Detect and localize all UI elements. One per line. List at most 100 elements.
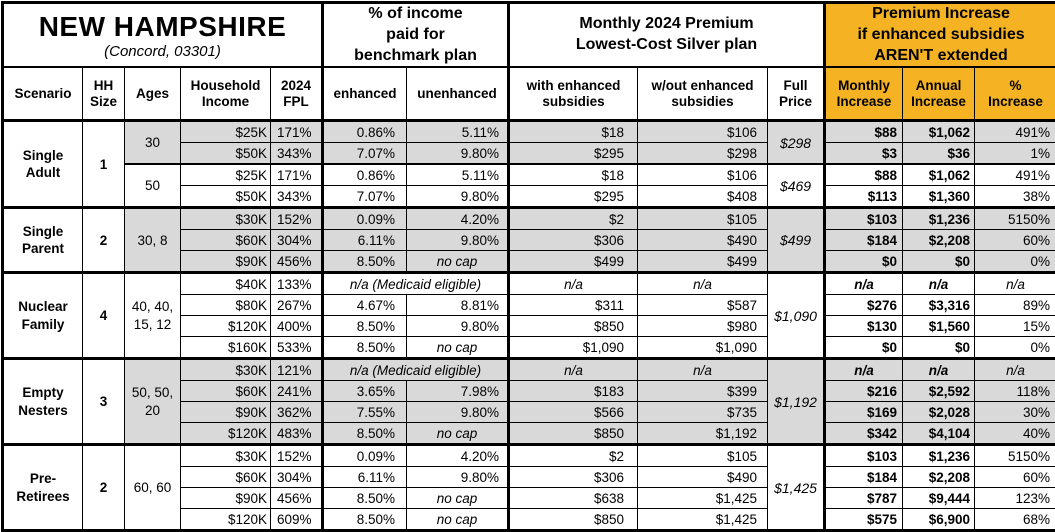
with-subsidies-cell: $311 — [507, 294, 639, 317]
medicaid-note-cell: n/a (Medicaid eligible) — [320, 271, 510, 296]
section-header-increase: Premium Increase if enhanced subsidies A… — [823, 2, 1055, 69]
pct-increase-cell: 40% — [974, 422, 1055, 446]
unenhanced-pct-cell: 9.80% — [405, 229, 510, 252]
wout-subsidies-cell: n/a — [637, 357, 769, 382]
wout-subsidies-cell: $1,192 — [637, 422, 769, 446]
with-subsidies-cell: $18 — [507, 163, 639, 187]
full-price-cell: $469 — [767, 163, 826, 209]
col-header-monthly-increase: Monthly Increase — [823, 66, 904, 123]
with-subsidies-cell: $850 — [507, 508, 639, 532]
wout-subsidies-cell: $587 — [637, 294, 769, 317]
income-cell: $60K — [180, 229, 271, 252]
monthly-increase-cell: $787 — [823, 487, 904, 510]
with-subsidies-cell: $18 — [507, 119, 639, 144]
unenhanced-pct-cell: no cap — [405, 250, 510, 274]
with-subsidies-cell: $850 — [507, 315, 639, 338]
annual-increase-cell: $1,236 — [902, 443, 976, 468]
annual-increase-cell: $1,236 — [902, 206, 976, 231]
unenhanced-pct-cell: 8.81% — [405, 294, 510, 317]
pct-increase-cell: 5150% — [974, 443, 1055, 468]
with-subsidies-cell: $638 — [507, 487, 639, 510]
income-cell: $120K — [180, 508, 271, 532]
col-header-with-subsidies: with enhanced subsidies — [507, 66, 639, 123]
annual-increase-cell: $9,444 — [902, 487, 976, 510]
pct-increase-cell: 491% — [974, 119, 1055, 144]
wout-subsidies-cell: $399 — [637, 380, 769, 403]
with-subsidies-cell: $2 — [507, 206, 639, 231]
fpl-cell: 343% — [270, 142, 323, 165]
enhanced-pct-cell: 7.55% — [321, 401, 407, 424]
enhanced-pct-cell: 7.07% — [321, 185, 407, 209]
wout-subsidies-cell: $1,425 — [637, 487, 769, 510]
income-cell: $60K — [180, 466, 271, 489]
monthly-increase-cell: $113 — [823, 185, 904, 209]
wout-subsidies-cell: $490 — [637, 229, 769, 252]
unenhanced-pct-cell: 9.80% — [405, 466, 510, 489]
wout-subsidies-cell: $106 — [637, 119, 769, 144]
col-header-household-income: Household Income — [180, 66, 271, 123]
hh-size-cell: 2 — [82, 206, 125, 274]
scenario-cell: Single Parent — [2, 206, 83, 274]
monthly-increase-cell: $130 — [823, 315, 904, 338]
annual-increase-cell: $0 — [902, 336, 976, 360]
annual-increase-cell: $4,104 — [902, 422, 976, 446]
pct-increase-cell: 5150% — [974, 206, 1055, 231]
fpl-cell: 171% — [270, 119, 323, 144]
wout-subsidies-cell: $980 — [637, 315, 769, 338]
col-header-unenhanced: unenhanced — [405, 66, 510, 123]
monthly-increase-cell: $88 — [823, 119, 904, 144]
monthly-increase-cell: $88 — [823, 163, 904, 187]
ages-cell: 50, 50, 20 — [124, 357, 181, 446]
col-header-pct-increase: % Increase — [974, 66, 1055, 123]
monthly-increase-cell: $169 — [823, 401, 904, 424]
with-subsidies-cell: $2 — [507, 443, 639, 468]
pct-increase-cell: 0% — [974, 336, 1055, 360]
hh-size-cell: 1 — [82, 119, 125, 209]
wout-subsidies-cell: $1,425 — [637, 508, 769, 532]
with-subsidies-cell: $295 — [507, 142, 639, 165]
annual-increase-cell: $2,028 — [902, 401, 976, 424]
hh-size-cell: 3 — [82, 357, 125, 446]
table-title-block: NEW HAMPSHIRE (Concord, 03301) — [2, 2, 323, 69]
enhanced-pct-cell: 6.11% — [321, 466, 407, 489]
pct-increase-cell: 38% — [974, 185, 1055, 209]
pct-increase-cell: 0% — [974, 250, 1055, 274]
medicaid-note-cell: n/a (Medicaid eligible) — [320, 357, 510, 382]
scenario-cell: Empty Nesters — [2, 357, 83, 446]
enhanced-pct-cell: 8.50% — [321, 250, 407, 274]
pct-increase-cell: 1% — [974, 142, 1055, 165]
fpl-cell: 400% — [270, 315, 323, 338]
pct-increase-cell: 123% — [974, 487, 1055, 510]
enhanced-pct-cell: 0.86% — [321, 163, 407, 187]
unenhanced-pct-cell: no cap — [405, 487, 510, 510]
section-header-income-pct: % of income paid for benchmark plan — [320, 2, 510, 69]
fpl-cell: 533% — [270, 336, 323, 360]
col-header-hh-size: HH Size — [82, 66, 125, 123]
city-subtitle: (Concord, 03301) — [104, 42, 221, 60]
with-subsidies-cell: $1,090 — [507, 336, 639, 360]
annual-increase-cell: $1,062 — [902, 163, 976, 187]
pct-increase-cell: 118% — [974, 380, 1055, 403]
pct-increase-cell: 89% — [974, 294, 1055, 317]
pct-increase-cell: 60% — [974, 466, 1055, 489]
pct-increase-cell: 491% — [974, 163, 1055, 187]
monthly-increase-cell: $103 — [823, 443, 904, 468]
fpl-cell: 304% — [270, 466, 323, 489]
with-subsidies-cell: $566 — [507, 401, 639, 424]
enhanced-pct-cell: 8.50% — [321, 487, 407, 510]
enhanced-pct-cell: 8.50% — [321, 336, 407, 360]
unenhanced-pct-cell: 5.11% — [405, 163, 510, 187]
fpl-cell: 456% — [270, 250, 323, 274]
pct-increase-cell: 60% — [974, 229, 1055, 252]
unenhanced-pct-cell: 4.20% — [405, 206, 510, 231]
full-price-cell: $1,425 — [767, 443, 826, 532]
fpl-cell: 121% — [270, 357, 323, 382]
enhanced-pct-cell: 0.09% — [321, 206, 407, 231]
income-cell: $25K — [180, 163, 271, 187]
annual-increase-cell: n/a — [902, 357, 976, 382]
annual-increase-cell: n/a — [902, 271, 976, 296]
fpl-cell: 483% — [270, 422, 323, 446]
with-subsidies-cell: $499 — [507, 250, 639, 274]
wout-subsidies-cell: $408 — [637, 185, 769, 209]
